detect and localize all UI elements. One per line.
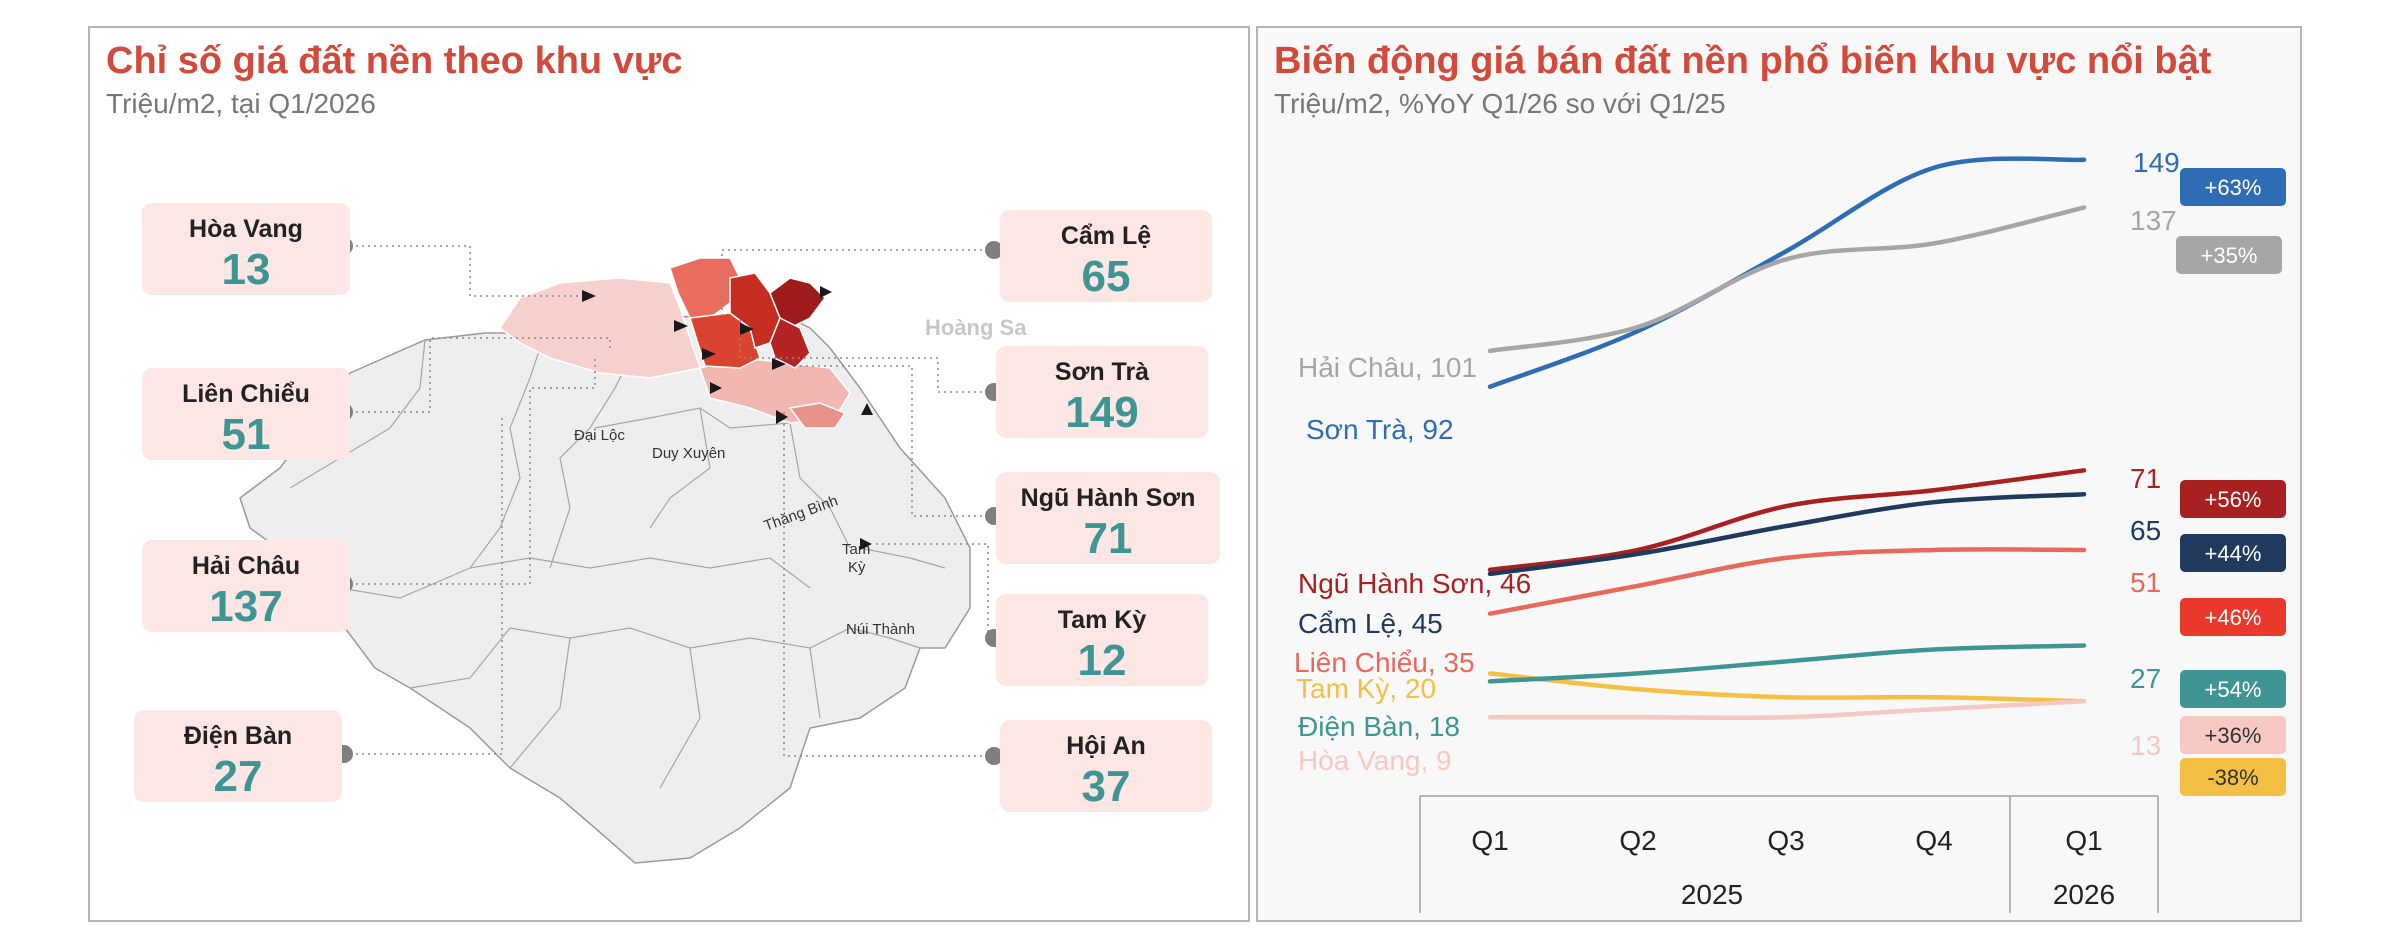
- yoy-badge-text-tam-ky: -38%: [2207, 765, 2258, 790]
- yoy-badge-son-tra: [2180, 168, 2286, 206]
- card-value: 37: [1081, 762, 1131, 811]
- card-name: Hòa Vang: [189, 215, 303, 243]
- card-value: 137: [209, 582, 283, 631]
- x-group-label-2025: 2025: [1681, 879, 1743, 910]
- map-region-ngu-hanh-son: [769, 316, 811, 369]
- line-chart: Q1 Q2 Q3 Q4 Q1 2025 2026 Sơn Trà, 92 149 +63% Hải …: [1294, 147, 2286, 913]
- card-name: Hội An: [1066, 732, 1146, 760]
- series-line-ngu-hanh-son: [1487, 468, 2087, 573]
- right-panel-title: Biến động giá bán đất nền phổ biến khu v…: [1274, 40, 2212, 82]
- card-tam-ky: Tam Kỳ 12: [996, 594, 1208, 686]
- yoy-badge-hai-chau: [2176, 236, 2282, 274]
- series-end-label-cam-le: 65: [2130, 515, 2161, 546]
- series-end-label-dien-ban: 27: [2130, 663, 2161, 694]
- yoy-badge-ngu-hanh-son: [2180, 480, 2286, 518]
- card-name: Liên Chiểu: [182, 380, 310, 408]
- map-label-hoang-sa: Hoàng Sa: [925, 315, 1027, 340]
- card-son-tra: Sơn Trà 149: [996, 346, 1208, 438]
- right-panel-price-chart: Biến động giá bán đất nền phổ biến khu v…: [1256, 26, 2302, 922]
- yoy-badge-text-son-tra: +63%: [2205, 175, 2262, 200]
- map-label-nui-thanh: Núi Thành: [846, 621, 915, 638]
- series-line-hai-chau: [1487, 205, 2087, 354]
- yoy-badge-text-hoa-vang: +36%: [2205, 723, 2262, 748]
- yoy-badge-cam-le: [2180, 534, 2286, 572]
- right-panel-subtitle: Triệu/m2, %YoY Q1/26 so với Q1/25: [1274, 88, 1726, 119]
- card-value: 65: [1081, 252, 1131, 301]
- yoy-badge-tam-ky: [2180, 758, 2286, 796]
- series-start-label-son-tra: Sơn Trà, 92: [1306, 414, 1454, 445]
- series-start-label-hoa-vang: Hòa Vang, 9: [1298, 745, 1452, 776]
- card-value: 27: [213, 752, 263, 801]
- card-value: 51: [221, 410, 271, 459]
- map-region-hoi-an: [788, 402, 847, 429]
- card-hoi-an: Hội An 37: [1000, 720, 1212, 812]
- x-tick-label: Q2: [1619, 825, 1656, 856]
- card-ngu-hanh-son: Ngũ Hành Sơn 71: [996, 472, 1220, 564]
- series-start-label-lien-chieu: Liên Chiểu, 35: [1294, 647, 1475, 678]
- yoy-badge-text-lien-chieu: +46%: [2205, 605, 2262, 630]
- card-value: 149: [1065, 388, 1139, 437]
- series-end-label-son-tra: 149: [2133, 147, 2180, 178]
- series-line-dien-ban: [1487, 643, 2087, 684]
- card-value: 12: [1077, 636, 1127, 685]
- card-hoa-vang: Hòa Vang 13: [142, 203, 350, 295]
- map-district-borders: [289, 312, 946, 789]
- series-line-lien-chieu: [1487, 547, 2087, 616]
- left-panel-subtitle: Triệu/m2, tại Q1/2026: [106, 88, 376, 119]
- yoy-badge-lien-chieu: [2180, 598, 2286, 636]
- card-name: Điện Bàn: [183, 722, 293, 750]
- x-tick-label: Q4: [1915, 825, 1952, 856]
- series-start-label-dien-ban: Điện Bàn, 18: [1298, 711, 1460, 742]
- card-name: Tam Kỳ: [1057, 606, 1147, 634]
- series-line-hoa-vang: [1487, 698, 2087, 721]
- x-tick-label: Q1: [1471, 825, 1508, 856]
- yoy-badge-text-hai-chau: +35%: [2201, 243, 2258, 268]
- map-label-dai-loc: Đại Lộc: [574, 427, 625, 444]
- left-panel-price-map: Chỉ số giá đất nền theo khu vực Triệu/m2…: [88, 26, 1250, 922]
- district-map: Hoàng Sa Đại Lộc Duy Xuyên Thăng Bình Ta…: [239, 237, 1027, 864]
- series-start-label-hai-chau: Hải Châu, 101: [1298, 352, 1477, 383]
- series-line-son-tra: [1487, 156, 2087, 389]
- card-name: Cẩm Lệ: [1060, 222, 1152, 250]
- series-end-label-ngu-hanh-son: 71: [2130, 463, 2161, 494]
- card-value: 71: [1083, 514, 1133, 563]
- card-hai-chau: Hải Châu 137: [142, 540, 350, 632]
- series-end-label-lien-chieu: 51: [2130, 567, 2161, 598]
- leader-lines: [344, 245, 994, 757]
- card-name: Hải Châu: [191, 552, 301, 580]
- series-end-label-hai-chau: 137: [2130, 205, 2177, 236]
- series-start-label-cam-le: Cẩm Lệ, 45: [1298, 608, 1443, 639]
- series-line-tam-ky: [1487, 671, 2087, 704]
- leader-arrowheads: [582, 286, 873, 550]
- card-value: 13: [221, 245, 271, 294]
- card-dien-ban: Điện Bàn 27: [134, 710, 342, 802]
- card-cam-le: Cẩm Lệ 65: [1000, 210, 1212, 302]
- x-tick-label: Q1: [2065, 825, 2102, 856]
- yoy-badge-hoa-vang: [2180, 716, 2286, 754]
- x-tick-label: Q3: [1767, 825, 1804, 856]
- series-end-label-hoa-vang: 13: [2130, 730, 2161, 761]
- card-name: Sơn Trà: [1054, 358, 1150, 386]
- x-group-label-2026: 2026: [2053, 879, 2115, 910]
- series-line-cam-le: [1487, 491, 2087, 577]
- left-panel-title: Chỉ số giá đất nền theo khu vực: [106, 40, 683, 82]
- map-region-hoa-vang: [498, 277, 701, 379]
- card-lien-chieu: Liên Chiểu 51: [142, 368, 350, 460]
- map-label-tam-ky-2: Kỳ: [848, 559, 866, 576]
- card-name: Ngũ Hành Sơn: [1020, 484, 1196, 512]
- yoy-badge-text-cam-le: +44%: [2205, 541, 2262, 566]
- yoy-badge-text-dien-ban: +54%: [2205, 677, 2262, 702]
- yoy-badge-dien-ban: [2180, 670, 2286, 708]
- series-start-label-tam-ky: Tam Kỳ, 20: [1296, 673, 1436, 704]
- yoy-badge-text-ngu-hanh-son: +56%: [2205, 487, 2262, 512]
- map-label-duy-xuyen: Duy Xuyên: [652, 445, 725, 462]
